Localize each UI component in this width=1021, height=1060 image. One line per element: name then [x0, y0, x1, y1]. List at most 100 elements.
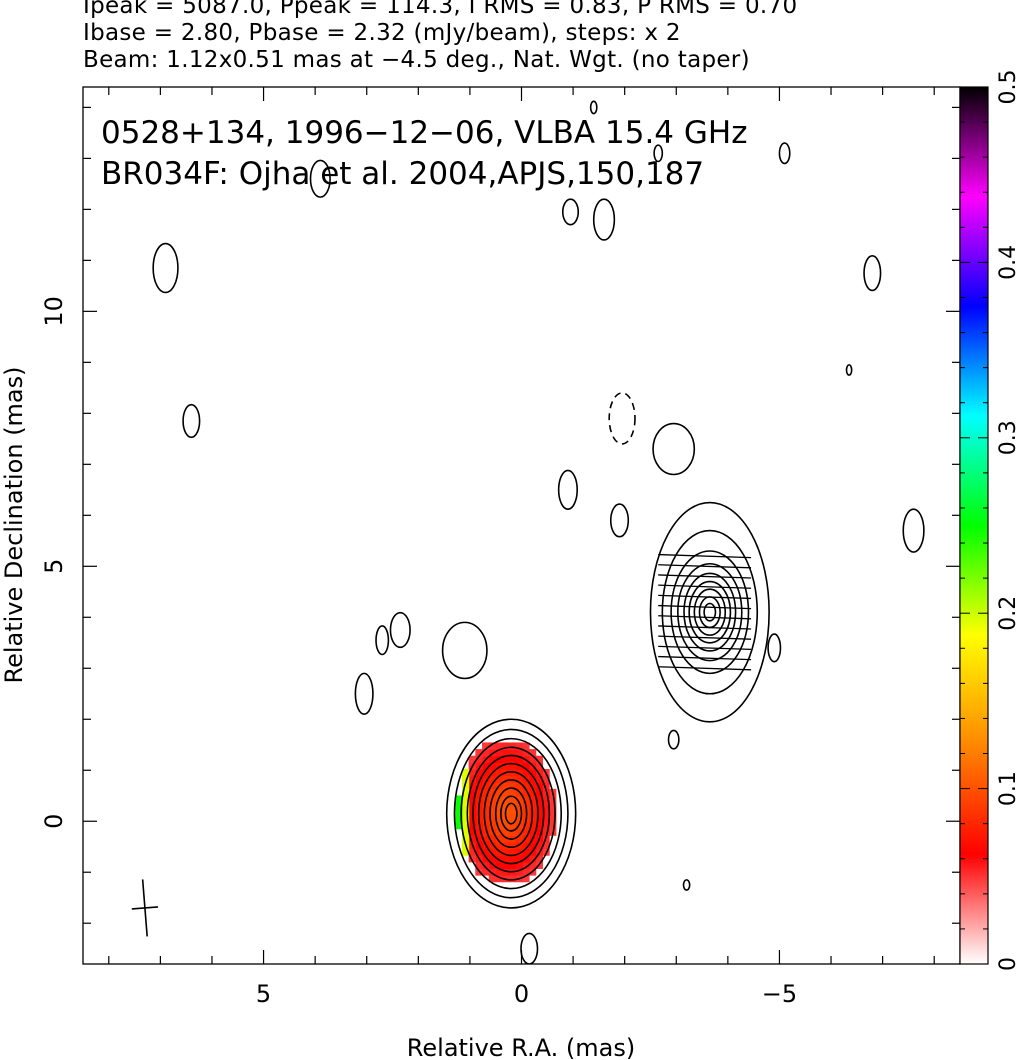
noise-contour-14 [767, 633, 782, 663]
polarization-pixel [488, 828, 497, 836]
polarization-vector [658, 645, 752, 651]
polarization-pixel [502, 835, 510, 843]
polarization-pixel [475, 795, 483, 803]
polarization-pixel [515, 815, 523, 823]
polarization-pixel [495, 868, 503, 876]
y-tick-label: 5 [40, 559, 68, 574]
noise-contour-20 [520, 932, 539, 964]
polarization-pixel [461, 775, 470, 783]
polarization-pixel [455, 821, 463, 830]
polarization-pixel [502, 775, 510, 783]
y-tick-label: 10 [40, 296, 68, 327]
polarization-pixel [542, 788, 550, 797]
axis-ticks: 5 0 −5 0 5 10 [40, 87, 960, 1008]
core-contour-3 [460, 737, 563, 890]
polarization-pixel [468, 775, 476, 783]
polarization-pixel [502, 861, 510, 869]
core-contour-4 [466, 746, 556, 881]
polarization-pixel [461, 788, 470, 797]
polarization-pixel [542, 828, 550, 836]
polarization-pixel [535, 755, 543, 763]
polarization-pixel [549, 808, 557, 816]
polarization-pixel [522, 795, 530, 803]
polarization-pixel [508, 749, 517, 757]
y-axis-label: Relative Declination (mas) [0, 366, 28, 683]
polarization-pixel [528, 802, 537, 810]
polarization-pixel [522, 848, 530, 856]
polarization-pixel [488, 775, 497, 783]
polarization-pixel [495, 848, 503, 856]
noise-contour-5 [592, 198, 616, 241]
polarization-pixel [482, 868, 490, 876]
polarization-pixel [475, 835, 483, 843]
source-annotation: 0528+134, 1996−12−06, VLBA 15.4 GHz [101, 115, 747, 151]
polarization-pixel [528, 775, 537, 783]
contour-layer [131, 100, 925, 964]
polarization-pixel [468, 835, 476, 843]
polarization-pixel [508, 742, 517, 750]
noise-contour-8 [182, 403, 201, 439]
beam-minor-axis [131, 906, 159, 910]
core-contour-5 [472, 754, 551, 873]
polarization-vector [658, 655, 752, 661]
polarization-pixel [528, 782, 537, 790]
reference-annotation: BR034F: Ojha et al. 2004,APJS,150,187 [101, 156, 704, 192]
polarization-pixel [528, 795, 537, 803]
polarization-pixel [502, 762, 510, 770]
noise-contour-19 [589, 100, 598, 115]
polarization-pixel [515, 768, 523, 777]
x-axis-label: Relative R.A. (mas) [407, 1034, 635, 1060]
polarization-pixel [542, 821, 550, 830]
polarization-pixel [515, 868, 523, 876]
polarization-pixel [482, 848, 490, 856]
polarization-pixel [522, 788, 530, 797]
polarization-pixel [495, 762, 503, 770]
polarization-pixel [508, 855, 517, 863]
polarization-pixel [549, 821, 557, 830]
core-contour-2 [453, 728, 569, 899]
polarization-pixel [549, 795, 557, 803]
header-line-3: Beam: 1.12x0.51 mas at −4.5 deg., Nat. W… [83, 47, 750, 73]
jet-contour-8 [698, 596, 721, 629]
polarization-pixel [468, 802, 476, 810]
jet-contour-1 [649, 501, 770, 723]
polarization-pixel [528, 788, 537, 797]
polarization-pixel [528, 841, 537, 850]
polarization-pixel [468, 755, 476, 763]
polarization-pixel [508, 762, 517, 770]
polarization-pixel [535, 775, 543, 783]
jet-contour-9 [703, 602, 717, 622]
polarization-pixel [522, 749, 530, 757]
polarization-pixel [515, 828, 523, 836]
polarization-pixel [482, 742, 490, 750]
polarization-pixel [515, 835, 523, 843]
polarization-pixel [515, 848, 523, 856]
jet-contour-2 [661, 529, 759, 695]
polarization-vector [658, 666, 752, 671]
polarization-pixel [502, 868, 510, 876]
polarization-pixel [522, 782, 530, 790]
noise-contour-3 [652, 422, 696, 476]
noise-contour-15 [902, 508, 925, 553]
jet-contour-3 [670, 550, 750, 675]
jet-contour-6 [688, 580, 732, 644]
colorbar-gradient [959, 86, 989, 965]
polarization-pixel [482, 788, 490, 797]
noise-contour-13 [667, 729, 680, 750]
polarization-pixel [502, 749, 510, 757]
polarization-pixel [488, 848, 497, 856]
polarization-pixel [488, 835, 497, 843]
polarization-pixel [542, 802, 550, 810]
polarization-pixel [495, 828, 503, 836]
polarization-pixel [528, 749, 537, 757]
polarization-pixel [495, 775, 503, 783]
noise-contour-4 [561, 198, 580, 226]
polarization-pixel [482, 861, 490, 869]
noise-contour-7 [152, 242, 179, 294]
polarization-pixel [482, 855, 490, 863]
polarization-pixel [502, 742, 510, 750]
polarization-pixel [495, 802, 503, 810]
polarization-pixel [522, 841, 530, 850]
polarization-pixel [455, 815, 463, 823]
